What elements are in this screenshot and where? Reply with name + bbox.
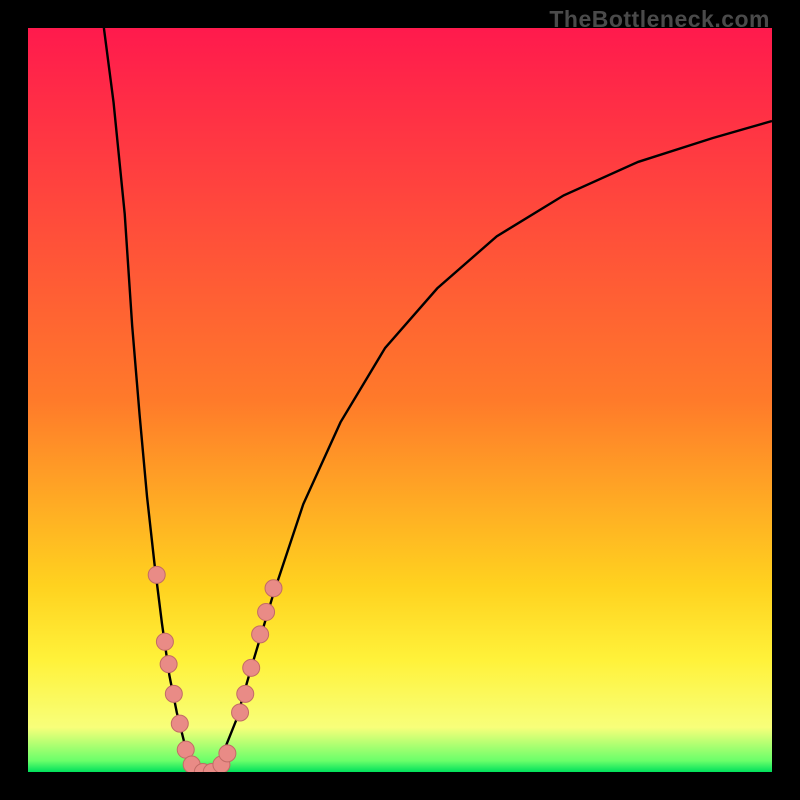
marker-group xyxy=(148,566,282,772)
curve-left-branch xyxy=(104,28,207,772)
data-marker xyxy=(171,715,188,732)
watermark-text: TheBottleneck.com xyxy=(549,6,770,33)
chart-container: TheBottleneck.com xyxy=(0,0,800,800)
data-marker xyxy=(258,604,275,621)
bottleneck-curve-svg xyxy=(28,28,772,772)
data-marker xyxy=(219,745,236,762)
plot-area xyxy=(28,28,772,772)
data-marker xyxy=(232,704,249,721)
data-marker xyxy=(243,659,260,676)
data-marker xyxy=(165,685,182,702)
data-marker xyxy=(148,566,165,583)
data-marker xyxy=(160,656,177,673)
data-marker xyxy=(237,685,254,702)
data-marker xyxy=(252,626,269,643)
curve-right-branch xyxy=(207,121,772,772)
data-marker xyxy=(265,580,282,597)
data-marker xyxy=(156,633,173,650)
